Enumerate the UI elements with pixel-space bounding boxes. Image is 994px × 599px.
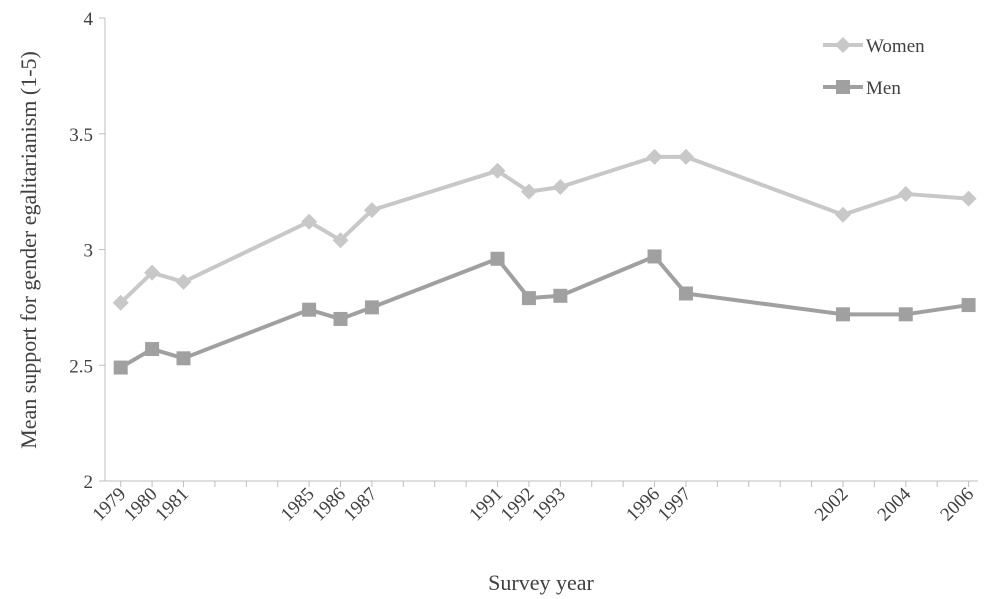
data-point-women (552, 178, 569, 195)
y-tick-label: 4 (84, 9, 94, 30)
y-tick-label: 3 (84, 241, 94, 262)
data-point-men (678, 286, 693, 301)
data-point-men (490, 251, 505, 266)
data-point-men (835, 307, 850, 322)
series-women (112, 148, 977, 311)
data-point-men (898, 307, 913, 322)
legend-item-men: Men (823, 78, 901, 99)
data-point-men (553, 288, 568, 303)
x-tick-label: 1986 (308, 484, 350, 526)
data-point-women (489, 162, 506, 179)
x-axis-title: Survey year (488, 570, 594, 595)
x-tick-label: 1997 (654, 484, 696, 526)
legend: Women Men (823, 36, 925, 99)
x-tick-label: 1979 (89, 484, 131, 526)
y-tick-label: 2 (84, 472, 94, 493)
data-point-women (520, 183, 537, 200)
x-tick-label: 2004 (874, 483, 916, 525)
data-point-men (113, 360, 128, 375)
x-tick-label: 1981 (151, 484, 193, 526)
legend-item-women: Women (823, 36, 925, 57)
legend-swatch-marker (835, 37, 851, 53)
x-tick-label: 2006 (936, 484, 978, 526)
data-point-women (175, 273, 192, 290)
x-tick-label: 1987 (340, 484, 382, 526)
data-point-men (364, 300, 379, 315)
series-line-men (119, 254, 969, 370)
y-axis-title: Mean support for gender egalitarianism (… (16, 51, 41, 449)
data-point-women (301, 213, 318, 230)
series-layer (112, 148, 977, 375)
x-tick-label: 1992 (497, 484, 539, 526)
data-point-women (363, 202, 380, 219)
data-point-men (145, 342, 160, 357)
data-point-men (961, 298, 976, 313)
x-tick-label: 1985 (277, 484, 319, 526)
data-point-women (332, 232, 349, 249)
series-men (113, 249, 976, 375)
data-point-women (112, 294, 129, 311)
y-tick-label: 3.5 (69, 125, 93, 146)
x-tick-label: 1980 (120, 484, 162, 526)
legend-label: Women (866, 36, 925, 57)
data-point-men (333, 311, 348, 326)
x-tick-label: 1993 (528, 484, 570, 526)
data-point-men (521, 291, 536, 306)
series-line-women (119, 154, 969, 305)
legend-swatch-marker (836, 80, 850, 94)
data-point-men (647, 249, 662, 264)
x-tick-label: 1996 (622, 484, 664, 526)
legend-label: Men (866, 78, 901, 99)
data-point-women (144, 264, 161, 281)
data-point-women (960, 190, 977, 207)
data-point-men (302, 302, 317, 317)
x-tick-label: 1991 (465, 484, 507, 526)
y-axis-ticks: 2 2.5 3 3.5 4 (69, 9, 105, 493)
x-tick-label: 2002 (811, 484, 853, 526)
data-point-women (897, 185, 914, 202)
y-tick-label: 2.5 (69, 356, 93, 377)
data-point-women (646, 148, 663, 165)
data-point-men (176, 351, 191, 366)
data-point-women (677, 148, 694, 165)
data-point-women (834, 206, 851, 223)
